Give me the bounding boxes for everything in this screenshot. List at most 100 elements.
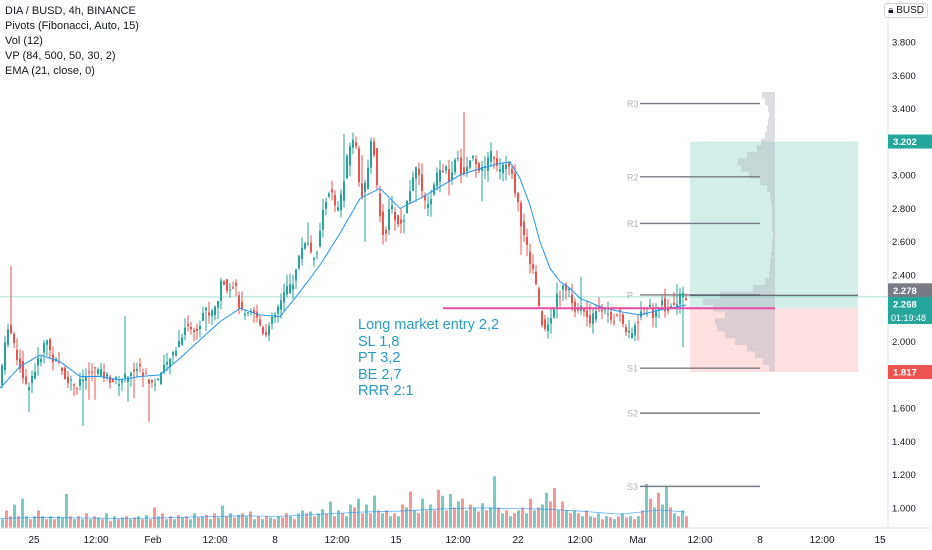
candle-35 <box>106 371 108 381</box>
target-zone <box>690 141 858 309</box>
candle-58 <box>175 346 177 357</box>
candle-202 <box>607 301 609 323</box>
candle-165 <box>496 150 498 172</box>
volume-bars <box>0 476 688 528</box>
profile-row-6 <box>765 131 775 139</box>
volume-bar-40 <box>161 513 164 528</box>
volume-bar-100 <box>401 504 404 528</box>
profile-row-38 <box>747 344 775 352</box>
profile-row-21 <box>773 231 775 239</box>
candle-112 <box>337 200 339 212</box>
candle-34 <box>103 363 105 382</box>
candle-15 <box>46 339 48 357</box>
candle-117 <box>352 132 354 155</box>
symbol-title[interactable]: DIA / BUSD, 4h, BINANCE <box>5 5 136 17</box>
candle-93 <box>280 293 282 319</box>
volume-bar-120 <box>481 503 484 528</box>
profile-row-23 <box>772 245 775 252</box>
volume-bar-154 <box>617 516 620 528</box>
stop-zone <box>690 308 858 373</box>
profile-row-2 <box>768 105 775 112</box>
x-tick-1: 12:00 <box>83 535 108 546</box>
candle-127 <box>382 204 384 245</box>
candle-55 <box>166 353 168 372</box>
candle-3 <box>10 265 12 335</box>
lock-icon: 🔒︎ <box>888 5 894 16</box>
candle-52 <box>157 378 159 381</box>
volume-bar-140 <box>561 501 564 528</box>
volume-bar-63 <box>253 519 256 528</box>
candle-225 <box>676 284 678 315</box>
candle-6 <box>19 349 21 373</box>
volume-bar-142 <box>569 513 572 528</box>
currency-badge[interactable]: 🔒︎ BUSD <box>884 3 928 18</box>
candle-218 <box>655 303 657 328</box>
profile-row-13 <box>760 178 775 186</box>
profile-row-28 <box>765 278 775 285</box>
candle-172 <box>517 192 519 212</box>
volume-bar-61 <box>245 516 248 528</box>
candle-176 <box>529 243 531 274</box>
price-label-bg-1 <box>888 283 932 298</box>
volume-bar-155 <box>621 513 624 528</box>
volume-bar-67 <box>269 517 272 528</box>
volume-bar-127 <box>509 516 512 528</box>
candle-13 <box>40 355 42 367</box>
overlay-lines <box>0 161 888 389</box>
candle-203 <box>610 307 612 325</box>
volume-bar-85 <box>341 513 344 528</box>
volume-bar-0 <box>1 519 4 528</box>
countdown-bg <box>888 310 932 324</box>
note-line-stop: SL 1,8 <box>358 333 400 350</box>
candle-160 <box>481 160 483 202</box>
candle-116 <box>349 142 351 177</box>
candle-106 <box>319 222 321 248</box>
volume-bar-64 <box>257 516 260 528</box>
candle-197 <box>592 307 594 334</box>
ema-indicator-label[interactable]: EMA (21, close, 0) <box>5 65 95 77</box>
candle-84 <box>253 306 255 323</box>
volume-bar-46 <box>185 516 188 528</box>
volume-bar-152 <box>609 517 612 528</box>
volume-bar-70 <box>281 517 284 528</box>
candle-4 <box>13 331 15 348</box>
volume-indicator-label[interactable]: Vol (12) <box>5 35 43 47</box>
candle-186 <box>559 290 561 307</box>
candle-62 <box>187 315 189 332</box>
volume-bar-65 <box>261 519 264 528</box>
profile-row-24 <box>771 251 775 259</box>
volume-bar-153 <box>613 519 616 528</box>
volume-profile-indicator-label[interactable]: VP (84, 500, 50, 30, 2) <box>5 50 116 62</box>
candle-22 <box>67 371 69 389</box>
volume-bar-5 <box>21 498 24 528</box>
pivots-indicator-label[interactable]: Pivots (Fibonacci, Auto, 15) <box>5 20 139 32</box>
candle-2 <box>7 323 9 348</box>
profile-row-29 <box>753 284 775 292</box>
candle-168 <box>505 155 507 181</box>
volume-bar-162 <box>649 498 652 528</box>
candle-74 <box>223 280 225 286</box>
volume-bar-108 <box>433 510 436 528</box>
candle-222 <box>667 299 669 315</box>
volume-bar-37 <box>149 519 152 528</box>
volume-bar-59 <box>237 515 240 528</box>
volume-bar-119 <box>477 511 480 528</box>
volume-bar-3 <box>13 504 16 528</box>
volume-bar-35 <box>141 519 144 528</box>
volume-bar-169 <box>677 516 680 528</box>
volume-bar-117 <box>469 504 472 528</box>
volume-bar-114 <box>457 501 460 528</box>
volume-bar-80 <box>321 509 324 528</box>
candle-133 <box>400 208 402 234</box>
price-candles <box>1 112 687 427</box>
volume-bar-98 <box>393 513 396 528</box>
volume-bar-116 <box>465 510 468 528</box>
volume-bar-74 <box>297 513 300 528</box>
candle-45 <box>136 362 138 378</box>
candle-89 <box>268 322 270 342</box>
candle-87 <box>262 325 264 336</box>
volume-bar-45 <box>181 517 184 528</box>
candle-216 <box>649 298 651 308</box>
volume-bar-137 <box>549 501 552 528</box>
